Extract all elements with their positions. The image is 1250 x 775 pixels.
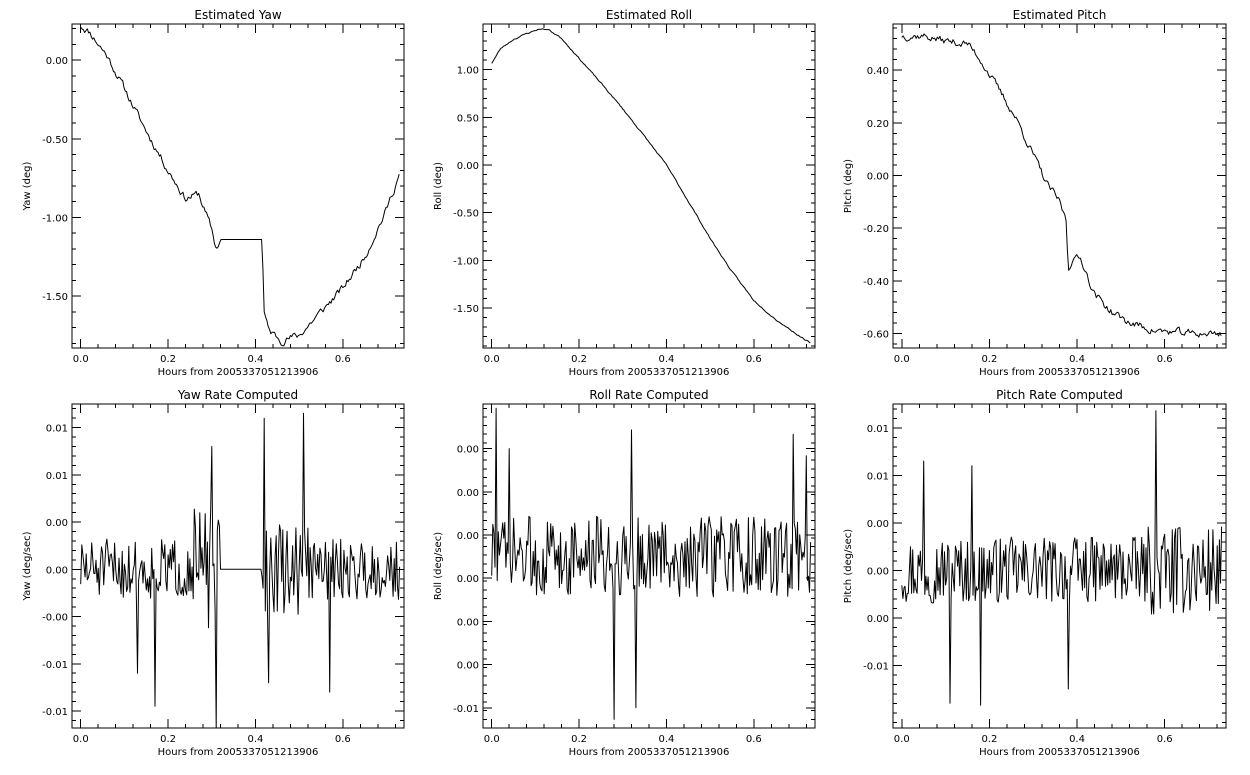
y-tick-label: -1.50 [453,304,479,315]
y-tick-label: 0.00 [457,574,479,585]
x-tick-label: 0.0 [73,354,89,365]
x-axis-label: Hours from 2005337051213906 [569,367,730,378]
y-tick-label: 1.00 [457,66,479,77]
x-tick-label: 0.2 [160,734,176,745]
y-tick-label: -0.01 [863,661,889,672]
chart-title: Yaw Rate Computed [177,388,298,402]
plot-frame [482,23,816,349]
x-tick-label: 0.4 [248,734,264,745]
chart-yaw-rate: Yaw Rate Computed Hours from 200533705121… [22,388,405,758]
y-tick-label: -0.00 [42,613,68,624]
y-tick-label: 0.20 [867,119,889,130]
y-axis-label: Pitch (deg) [843,159,854,213]
x-tick-label: 0.6 [746,734,762,745]
x-tick-label: 0.4 [248,354,264,365]
y-tick-label: 0.00 [867,614,889,625]
x-axis-label: Hours from 2005337051213906 [158,747,319,758]
y-tick-label: -1.00 [453,256,479,267]
y-tick-label: -0.01 [453,704,479,715]
y-tick-label: -0.20 [863,224,889,235]
x-axis-label: Hours from 2005337051213906 [569,747,730,758]
y-axis-label: Pitch (deg/sec) [843,529,854,604]
y-tick-label: -0.01 [42,660,68,671]
chart-pitch: Estimated Pitch Hours from 20053370512139… [843,8,1227,378]
y-axis-label: Yaw (deg) [22,161,33,211]
y-tick-label: -1.00 [42,213,68,224]
y-tick-label: -0.50 [42,135,68,146]
x-tick-label: 0.4 [659,354,675,365]
y-tick-label: 0.40 [867,66,889,77]
y-tick-label: 0.01 [867,424,889,435]
x-tick-label: 0.0 [894,354,910,365]
x-tick-label: 0.2 [571,354,587,365]
x-tick-label: 0.4 [1069,734,1085,745]
x-axis-label: Hours from 2005337051213906 [979,367,1140,378]
y-tick-label: 0.00 [457,445,479,456]
chart-title: Roll Rate Computed [589,388,708,402]
y-tick-label: -1.50 [42,292,68,303]
y-tick-label: 0.00 [457,161,479,172]
y-tick-label: 0.01 [46,471,68,482]
chart-pitch-rate: Pitch Rate Computed Hours from 2005337051… [843,388,1227,758]
x-tick-label: 0.2 [981,734,997,745]
y-tick-label: 0.50 [457,113,479,124]
chart-roll: Estimated Roll Hours from 200533705121390… [433,8,816,378]
plot-frame [71,23,405,349]
x-tick-label: 0.4 [1069,354,1085,365]
y-tick-label: 0.00 [457,488,479,499]
y-tick-label: 0.00 [46,565,68,576]
y-axis-label: Roll (deg/sec) [433,532,444,600]
x-tick-label: 0.2 [981,354,997,365]
x-tick-label: 0.6 [335,354,351,365]
y-tick-label: 0.00 [46,518,68,529]
x-tick-label: 0.6 [335,734,351,745]
x-tick-label: 0.4 [659,734,675,745]
y-tick-label: -0.01 [42,707,68,718]
y-tick-label: 0.00 [867,171,889,182]
series-line [491,407,812,720]
y-tick-label: 0.00 [46,56,68,67]
chart-title: Pitch Rate Computed [996,388,1123,402]
y-tick-label: 0.00 [457,661,479,672]
x-tick-label: 0.0 [484,354,500,365]
y-axis-label: Yaw (deg/sec) [22,531,33,601]
y-tick-label: -0.50 [453,209,479,220]
series-line [901,33,1222,338]
y-tick-label: 0.01 [46,424,68,435]
series-line [80,412,401,729]
x-axis-label: Hours from 2005337051213906 [158,367,319,378]
chart-title: Estimated Roll [606,8,692,22]
chart-title: Estimated Pitch [1013,8,1107,22]
x-tick-label: 0.2 [571,734,587,745]
chart-yaw: Estimated Yaw Hours from 2005337051213906… [22,8,405,378]
series-line [80,26,400,347]
chart-title: Estimated Yaw [194,8,281,22]
series-line [491,28,811,344]
y-tick-label: 0.01 [867,471,889,482]
x-tick-label: 0.6 [746,354,762,365]
y-tick-label: -0.40 [863,277,889,288]
y-tick-label: 0.00 [867,566,889,577]
x-tick-label: 0.2 [160,354,176,365]
y-tick-label: 0.00 [457,531,479,542]
y-tick-label: 0.00 [457,617,479,628]
x-tick-label: 0.6 [1157,734,1173,745]
x-axis-label: Hours from 2005337051213906 [979,747,1140,758]
y-tick-label: -0.60 [863,330,889,341]
x-tick-label: 0.0 [894,734,910,745]
x-tick-label: 0.6 [1157,354,1173,365]
x-tick-label: 0.0 [484,734,500,745]
x-tick-label: 0.0 [73,734,89,745]
chart-roll-rate: Roll Rate Computed Hours from 20053370512… [433,388,816,758]
series-line [901,410,1223,706]
y-axis-label: Roll (deg) [433,162,444,210]
plot-frame [892,23,1227,349]
y-tick-label: 0.00 [867,519,889,530]
